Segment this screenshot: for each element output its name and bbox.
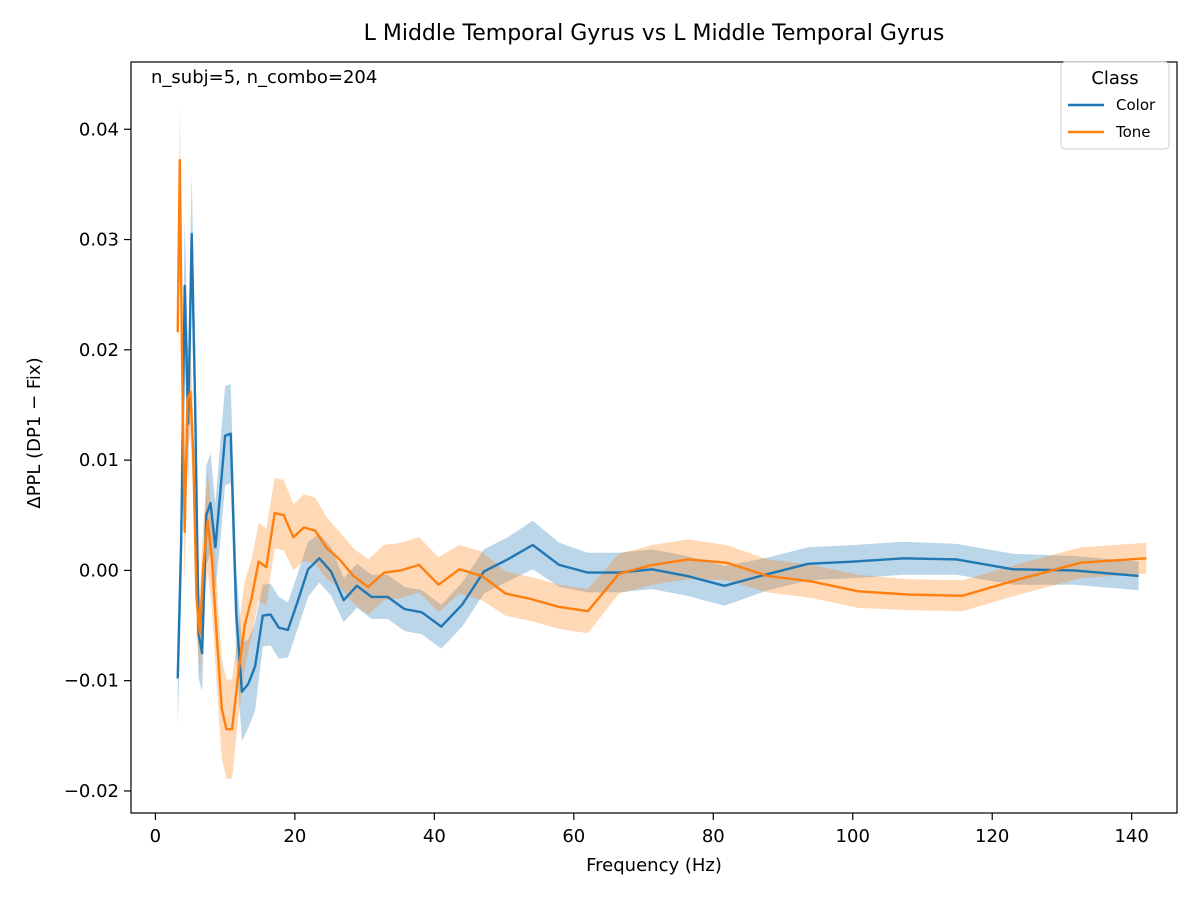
y-tick-label: 0.03 <box>79 230 119 251</box>
y-tick-label: 0.02 <box>79 340 119 361</box>
legend-label-color: Color <box>1116 96 1156 114</box>
color-series-line <box>176 232 1139 693</box>
chart-title: L Middle Temporal Gyrus vs L Middle Temp… <box>364 21 945 46</box>
subject-count-annotation: n_subj=5, n_combo=204 <box>151 67 377 88</box>
x-tick-label: 80 <box>702 826 725 847</box>
legend-items: Color Tone <box>1068 96 1156 141</box>
y-tick-label: 0.04 <box>79 119 119 140</box>
color-confidence-band <box>177 173 1139 742</box>
legend-box <box>1060 61 1170 150</box>
series-lines <box>176 158 1147 731</box>
tone-series-line <box>176 158 1147 731</box>
y-tick-label: −0.01 <box>64 671 119 692</box>
confidence-bands <box>177 105 1147 779</box>
x-tick-label: 100 <box>836 826 870 847</box>
legend: Class Color Tone <box>1060 61 1170 150</box>
x-tick-label: 120 <box>975 826 1009 847</box>
x-tick-label: 60 <box>562 826 585 847</box>
y-axis-label: ΔPPL (DP1 − Fix) <box>24 357 45 508</box>
x-tick-label: 20 <box>283 826 306 847</box>
legend-label-tone: Tone <box>1115 123 1151 141</box>
x-axis-label: Frequency (Hz) <box>586 855 722 876</box>
x-tick-label: 0 <box>150 826 161 847</box>
y-tick-label: 0.01 <box>79 450 119 471</box>
y-tick-label: 0.00 <box>79 560 119 581</box>
x-tick-label: 140 <box>1114 826 1148 847</box>
x-axis-ticks: 0 20 40 60 80 100 120 140 <box>150 813 1149 847</box>
plot-area: 0 20 40 60 80 100 120 140 −0.02 −0.01 0.00 0.01 0.0… <box>64 61 1178 847</box>
y-tick-label: −0.02 <box>64 781 119 802</box>
legend-title: Class <box>1091 68 1138 89</box>
y-axis-ticks: −0.02 −0.01 0.00 0.01 0.02 0.03 0.04 <box>64 119 131 802</box>
axes-frame <box>130 61 1178 814</box>
x-tick-label: 40 <box>423 826 446 847</box>
